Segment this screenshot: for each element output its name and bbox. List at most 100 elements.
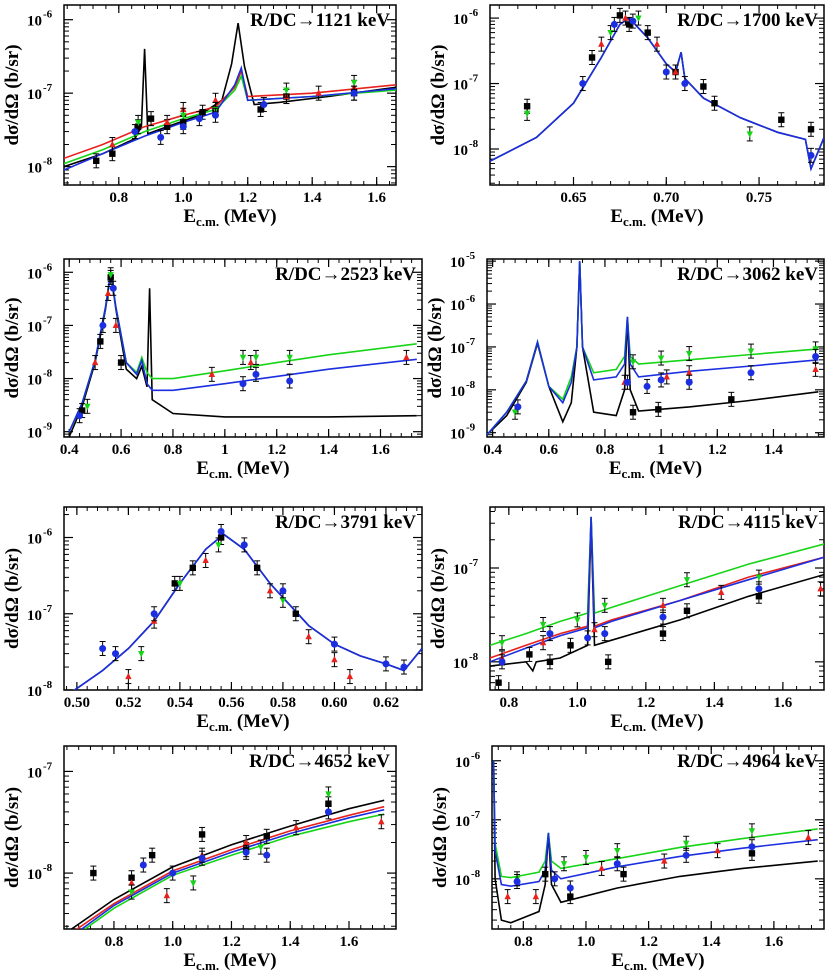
y-tick-label: 10 xyxy=(453,78,468,94)
data-point-blue xyxy=(747,369,755,377)
x-tick-label: 1.0 xyxy=(174,190,193,206)
plot-frame xyxy=(489,4,825,186)
panel-title: R/DC→4115 keV xyxy=(678,512,818,533)
y-tick-label: 10 xyxy=(455,755,470,771)
fit-curve-black xyxy=(73,533,422,690)
x-axis-label: Ec.m. (MeV) xyxy=(183,950,276,973)
x-tick-label: 0.8 xyxy=(514,934,533,950)
data-point-black xyxy=(198,831,206,838)
data-point-black xyxy=(148,851,156,859)
y-axis-label: dσ/dΩ (b/sr) xyxy=(425,297,446,398)
y-tick-label: 10 xyxy=(450,255,465,271)
data-point-blue xyxy=(566,884,574,892)
y-tick-label: 10 xyxy=(27,684,42,700)
data-point-blue xyxy=(150,610,158,618)
data-point-red xyxy=(805,833,812,841)
data-point-blue xyxy=(657,376,665,384)
y-tick-label: 10 xyxy=(27,608,42,624)
y-tick-label: 10 xyxy=(27,532,42,548)
x-tick-label: 0.60 xyxy=(321,695,347,711)
data-point-red xyxy=(125,672,132,680)
data-point-black xyxy=(189,564,196,572)
data-point-red xyxy=(104,289,112,297)
data-point-red xyxy=(242,838,250,846)
y-tick-exponent: -8 xyxy=(471,868,481,880)
fit-curve-blue xyxy=(68,272,417,433)
y-tick-exponent: -7 xyxy=(469,557,479,569)
data-point-black xyxy=(567,893,574,900)
y-tick-exponent: -7 xyxy=(43,760,53,772)
data-point-blue xyxy=(623,378,631,386)
plot-frame xyxy=(63,745,397,930)
x-tick-label: 0.8 xyxy=(109,190,128,206)
fit-curve-blue xyxy=(487,261,819,436)
data-point-red xyxy=(661,857,668,864)
data-point-green xyxy=(635,15,642,22)
data-point-blue xyxy=(681,80,689,88)
x-tick-label: 1.6 xyxy=(774,695,793,711)
data-point-red xyxy=(202,556,209,564)
data-point-blue xyxy=(662,68,670,76)
y-tick-exponent: -7 xyxy=(43,314,53,326)
data-point-green xyxy=(134,119,142,127)
y-tick-label: 10 xyxy=(27,426,42,442)
data-point-green xyxy=(574,617,581,624)
data-point-green xyxy=(257,844,265,851)
x-tick-label: 0.58 xyxy=(270,695,296,711)
data-point-green xyxy=(511,409,519,417)
plot-frame xyxy=(63,4,397,186)
x-tick-label: 1 xyxy=(221,442,229,458)
data-point-green xyxy=(180,112,187,120)
fit-curve-blue xyxy=(64,65,396,171)
panel-4: 0.4 0.6 0.8 1 1.2 1.410-910-810-710-610 -5R/DC… xyxy=(425,250,825,481)
data-point-blue xyxy=(239,380,247,388)
x-tick-label: 0.6 xyxy=(539,442,558,458)
x-axis-label: Ec.m. (MeV) xyxy=(183,206,276,229)
y-tick-label: 10 xyxy=(27,14,42,30)
x-tick-label: 1.4 xyxy=(303,190,322,206)
data-point-red xyxy=(378,817,385,825)
x-tick-label: 1.6 xyxy=(367,190,386,206)
data-point-blue xyxy=(157,133,165,141)
data-point-blue xyxy=(659,613,667,621)
x-tick-label: 0.4 xyxy=(483,442,502,458)
data-point-red xyxy=(163,891,171,899)
y-tick-exponent: -6 xyxy=(466,293,476,305)
data-point-blue xyxy=(112,650,120,658)
data-point-red xyxy=(532,892,540,900)
data-point-blue xyxy=(179,123,187,131)
data-point-black xyxy=(542,870,549,878)
y-axis-label: dσ/dΩ (b/sr) xyxy=(428,548,449,649)
x-tick-label: 0.50 xyxy=(64,695,90,711)
data-point-blue xyxy=(755,585,763,593)
data-point-green xyxy=(239,354,247,362)
x-tick-label: 0.6 xyxy=(112,442,131,458)
plot-frame xyxy=(486,258,825,438)
data-point-green xyxy=(657,355,665,362)
data-point-blue xyxy=(324,808,332,816)
y-tick-exponent: -6 xyxy=(43,261,53,273)
y-tick-exponent: -8 xyxy=(43,156,53,168)
x-tick-label: 1 xyxy=(657,442,665,458)
panel-5: 0.50 0.52 0.54 0.56 0.58 0.60 0.6210-810-710-6… xyxy=(2,506,423,734)
panel-3: 0.4 0.6 0.8 1 1.2 1.4 1.610-910-810-710-6 R/DC→… xyxy=(2,258,423,481)
data-point-red xyxy=(598,40,605,47)
data-point-blue xyxy=(169,869,177,877)
y-tick-exponent: -9 xyxy=(466,422,476,434)
data-point-black xyxy=(546,658,554,666)
data-point-red xyxy=(598,864,605,872)
fit-curve-blue xyxy=(73,533,422,690)
data-point-red xyxy=(112,321,120,329)
data-point-red xyxy=(266,586,274,594)
data-point-black xyxy=(147,115,155,122)
data-point-black xyxy=(567,642,574,649)
data-point-blue xyxy=(211,111,219,119)
fit-curve-black xyxy=(490,523,824,673)
y-tick-exponent: -6 xyxy=(471,750,481,762)
data-point-black xyxy=(728,396,735,403)
data-point-red xyxy=(305,632,312,640)
data-point-blue xyxy=(812,352,820,360)
x-tick-label: 1.2 xyxy=(222,934,241,950)
data-point-green xyxy=(560,861,568,868)
